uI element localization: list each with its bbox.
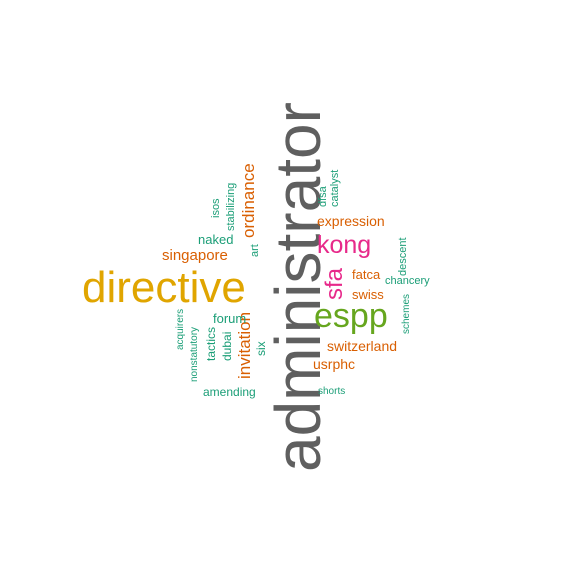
- word-nonstatutory: nonstatutory: [189, 326, 200, 382]
- word-espp: espp: [314, 297, 388, 335]
- word-ordinance: ordinance: [239, 163, 258, 238]
- word-catalyst: catalyst: [329, 169, 341, 207]
- word-stabilizing: stabilizing: [225, 182, 237, 231]
- word-naked: naked: [198, 232, 234, 247]
- word-shorts: shorts: [318, 386, 346, 397]
- word-directive: directive: [82, 263, 246, 312]
- word-forum: forum: [213, 311, 247, 326]
- word-descent: descent: [397, 237, 409, 276]
- word-tactics: tactics: [204, 326, 218, 361]
- word-chancery: chancery: [385, 275, 430, 287]
- word-singapore: singapore: [162, 247, 228, 264]
- word-dfsa: dfsa: [317, 186, 329, 207]
- word-swiss: swiss: [352, 287, 384, 302]
- word-six: six: [254, 341, 268, 356]
- word-kong: kong: [317, 231, 372, 259]
- word-usrphc: usrphc: [313, 356, 356, 372]
- word-dubai: dubai: [220, 331, 234, 361]
- word-expression: expression: [317, 213, 385, 229]
- word-art: art: [249, 244, 261, 257]
- word-switzerland: switzerland: [327, 338, 398, 354]
- word-amending: amending: [203, 385, 256, 399]
- word-schemes: schemes: [401, 293, 412, 334]
- word-acquirers: acquirers: [175, 308, 186, 350]
- word-sfa: sfa: [321, 267, 348, 300]
- word-isos: isos: [210, 198, 222, 218]
- word-fatca: fatca: [352, 267, 381, 282]
